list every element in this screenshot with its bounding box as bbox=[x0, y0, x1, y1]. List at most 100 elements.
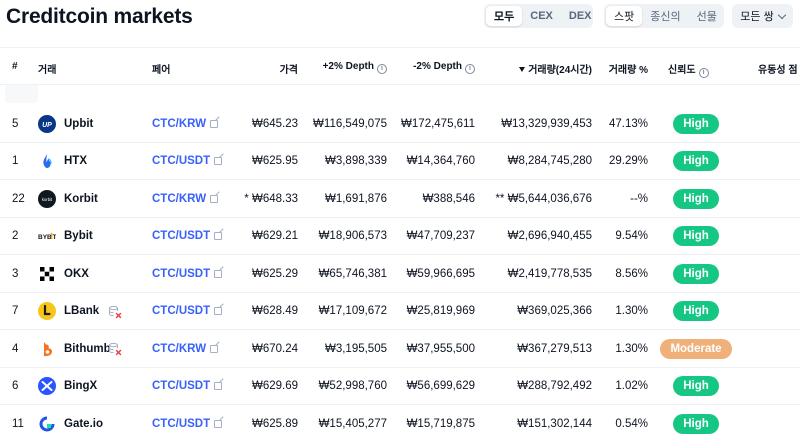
row-depth-plus: ₩3,898,339 bbox=[324, 155, 387, 167]
trust-badge: High bbox=[673, 413, 719, 434]
pair-link[interactable]: CTC/USDT bbox=[152, 368, 223, 405]
filter-perpetual[interactable]: 종신의 bbox=[650, 11, 681, 23]
pair-link[interactable]: CTC/USDT bbox=[152, 143, 223, 180]
info-icon[interactable]: i bbox=[465, 64, 475, 74]
pair-label: CTC/KRW bbox=[152, 342, 207, 355]
htx-logo bbox=[38, 143, 56, 180]
col-liquidity[interactable]: 유동성 점 bbox=[758, 65, 798, 76]
pair-link[interactable]: CTC/USDT bbox=[152, 255, 223, 292]
row-volume: ** ₩5,644,036,676 bbox=[495, 192, 592, 205]
table-row[interactable]: 5 UP Upbit CTC/KRW ₩645.23 ₩116,549,075 … bbox=[0, 105, 800, 143]
table-row[interactable]: 22 korbit Korbit CTC/KRW * ₩648.33 ₩1,69… bbox=[0, 180, 800, 218]
col-depth-minus[interactable]: -2% Depth i bbox=[413, 61, 475, 74]
filter-spot[interactable]: 스팟 bbox=[606, 6, 643, 26]
table-row[interactable]: 6 BingX CTC/USDT ₩629.69 ₩52,998,760 ₩56… bbox=[0, 368, 800, 405]
col-rank[interactable]: # bbox=[12, 61, 18, 72]
korbit-logo: korbit bbox=[38, 180, 56, 217]
external-link-icon bbox=[210, 344, 219, 353]
table-row[interactable]: 7 LBank CTC/USDT ₩628.49 ₩17,109,672 ₩25… bbox=[0, 293, 800, 330]
row-depth-minus: ₩388,546 bbox=[422, 192, 475, 205]
sort-desc-icon bbox=[519, 67, 526, 72]
trust-cell: High bbox=[664, 143, 728, 180]
exchange-name-link[interactable]: BingX bbox=[64, 380, 98, 392]
row-volume-pct: 47.13% bbox=[608, 117, 648, 130]
upbit-logo: UP bbox=[38, 105, 56, 142]
col-volume-label: 거래량(24시간) bbox=[528, 65, 592, 76]
external-link-icon bbox=[214, 269, 223, 278]
exchange-name-link[interactable]: HTX bbox=[64, 155, 87, 167]
lbank-logo bbox=[38, 293, 56, 330]
pair-label: CTC/USDT bbox=[152, 155, 211, 167]
col-depth-plus-label: +2% Depth bbox=[322, 61, 374, 72]
market-type-filter: 스팟 종신의 선물 bbox=[604, 4, 724, 28]
row-price: ₩625.29 bbox=[251, 267, 298, 280]
row-volume-pct: 1.02% bbox=[615, 380, 648, 392]
table-body: 5 UP Upbit CTC/KRW ₩645.23 ₩116,549,075 … bbox=[0, 105, 800, 439]
pair-label: CTC/KRW bbox=[152, 192, 207, 205]
exchange-name-link[interactable]: Bybit bbox=[64, 230, 93, 242]
col-price[interactable]: 가격 bbox=[279, 65, 298, 76]
row-depth-minus: ₩47,709,237 bbox=[406, 230, 475, 242]
table-header: # 거래 페어 가격 +2% Depth i -2% Depth i 거래량(24시… bbox=[0, 47, 800, 85]
row-depth-minus: ₩172,475,611 bbox=[401, 117, 475, 130]
no-data-warning-icon[interactable] bbox=[108, 342, 122, 356]
row-depth-plus: ₩65,746,381 bbox=[318, 267, 387, 280]
table-row[interactable]: 1 HTX CTC/USDT ₩625.95 ₩3,898,339 ₩14,36… bbox=[0, 143, 800, 180]
row-volume-pct: 0.54% bbox=[615, 417, 648, 430]
col-volume-pct[interactable]: 거래량 % bbox=[608, 65, 648, 76]
filter-dex[interactable]: DEX bbox=[568, 10, 592, 22]
trust-cell: High bbox=[664, 218, 728, 255]
table-row[interactable]: 11 Gate.io CTC/USDT ₩625.89 ₩15,405,277 … bbox=[0, 405, 800, 439]
row-volume-pct: 9.54% bbox=[615, 230, 648, 242]
filter-all[interactable]: 모두 bbox=[486, 6, 523, 26]
row-rank: 2 bbox=[12, 230, 19, 242]
pair-label: CTC/USDT bbox=[152, 417, 211, 430]
exchange-name-link[interactable]: OKX bbox=[64, 267, 89, 280]
pair-link[interactable]: CTC/USDT bbox=[152, 405, 223, 439]
row-depth-plus: ₩1,691,876 bbox=[324, 192, 387, 205]
row-price: ₩628.49 bbox=[251, 305, 298, 317]
col-exchange[interactable]: 거래 bbox=[38, 65, 57, 76]
col-trust-label: 신뢰도 bbox=[668, 65, 696, 76]
col-volume[interactable]: 거래량(24시간) bbox=[519, 61, 592, 76]
pair-link[interactable]: CTC/USDT bbox=[152, 293, 223, 330]
row-volume-pct: 29.29% bbox=[608, 155, 648, 167]
table-row[interactable]: 4 Bithumb CTC/KRW ₩670.24 ₩3,195,505 ₩37… bbox=[0, 330, 800, 368]
table-row[interactable]: 3 OKX CTC/USDT ₩625.29 ₩65,746,381 ₩59,9… bbox=[0, 255, 800, 293]
trust-cell: High bbox=[664, 293, 728, 330]
row-volume-pct: 1.30% bbox=[615, 342, 648, 355]
row-depth-minus: ₩14,364,760 bbox=[406, 155, 475, 167]
svg-text:UP: UP bbox=[42, 122, 52, 129]
exchange-name-link[interactable]: LBank bbox=[64, 305, 100, 317]
pair-label: CTC/USDT bbox=[152, 380, 211, 392]
gateio-logo bbox=[38, 405, 56, 439]
filter-cex[interactable]: CEX bbox=[530, 10, 553, 22]
row-depth-minus: ₩25,819,969 bbox=[406, 305, 475, 317]
trust-cell: High bbox=[664, 405, 728, 439]
pair-label: CTC/USDT bbox=[152, 230, 211, 242]
col-trust[interactable]: 신뢰도 i bbox=[668, 61, 709, 78]
row-depth-plus: ₩18,906,573 bbox=[318, 230, 387, 242]
filter-futures[interactable]: 선물 bbox=[696, 11, 717, 23]
pair-link[interactable]: CTC/KRW bbox=[152, 180, 219, 217]
external-link-icon bbox=[210, 194, 219, 203]
col-depth-plus[interactable]: +2% Depth i bbox=[323, 61, 387, 74]
exchange-name-link[interactable]: Bithumb bbox=[64, 342, 111, 355]
trust-cell: High bbox=[664, 180, 728, 217]
pair-link[interactable]: CTC/KRW bbox=[152, 330, 219, 367]
exchange-name-link[interactable]: Upbit bbox=[64, 117, 94, 130]
info-icon[interactable]: i bbox=[377, 64, 387, 74]
okx-logo bbox=[38, 255, 56, 292]
pair-dropdown[interactable]: 모든 쌍 bbox=[732, 4, 793, 28]
trust-badge: High bbox=[673, 188, 719, 209]
pair-link[interactable]: CTC/KRW bbox=[152, 105, 219, 142]
col-pair[interactable]: 페어 bbox=[152, 65, 171, 76]
exchange-name-link[interactable]: Gate.io bbox=[64, 417, 103, 430]
exchange-name-link[interactable]: Korbit bbox=[64, 192, 98, 205]
table-row[interactable]: 2 BYB T Bybit CTC/USDT ₩629.21 ₩18,906,57… bbox=[0, 218, 800, 255]
col-depth-minus-label: -2% Depth bbox=[413, 61, 462, 72]
pair-link[interactable]: CTC/USDT bbox=[152, 218, 223, 255]
info-icon[interactable]: i bbox=[698, 68, 709, 78]
pair-label: CTC/USDT bbox=[152, 305, 211, 317]
no-data-warning-icon[interactable] bbox=[108, 305, 122, 319]
